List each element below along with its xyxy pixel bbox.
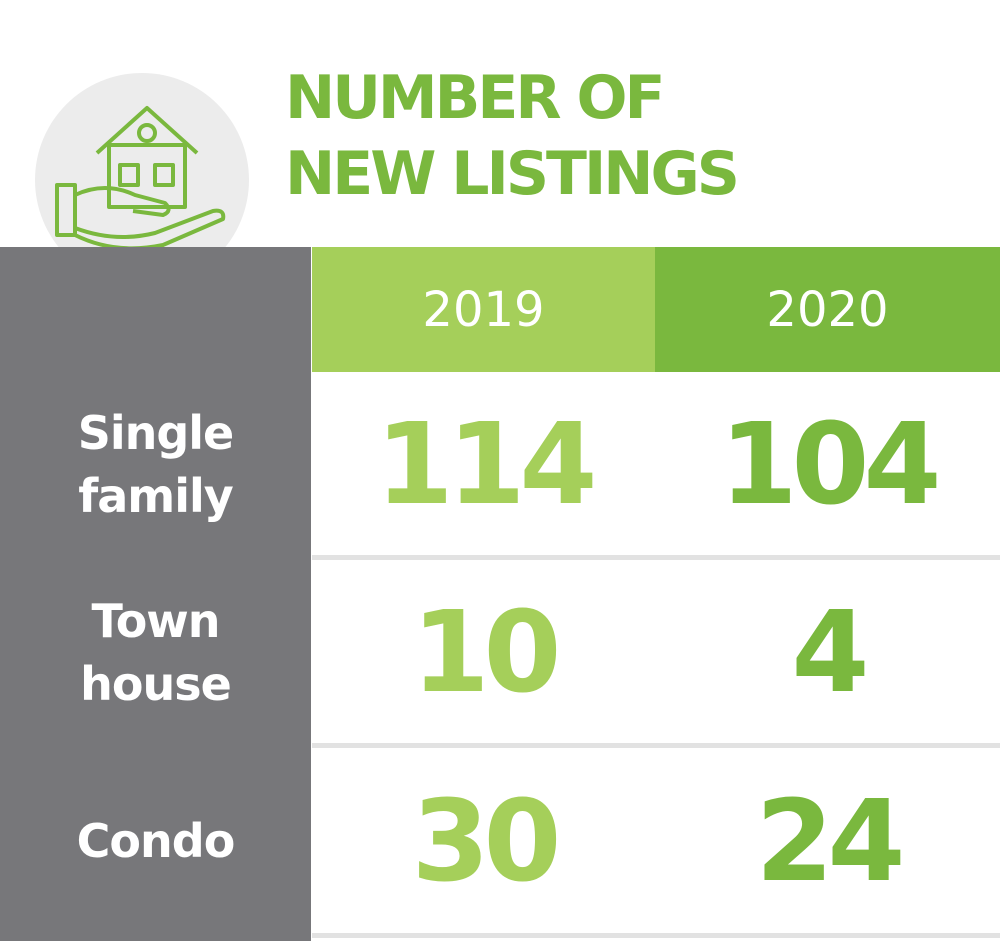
column-header: 2019: [312, 247, 655, 372]
row-separator: [312, 933, 1000, 938]
row-separator: [312, 555, 1000, 560]
row-label: Single family: [77, 406, 235, 523]
cell-value: 30: [411, 776, 562, 907]
column-header: 2020: [655, 247, 1000, 372]
cell-value: 114: [375, 399, 598, 530]
cell-value: 10: [411, 587, 562, 718]
cell-value: 24: [755, 776, 906, 907]
cell-value: 104: [719, 399, 942, 530]
title: NEW LISTINGS: [285, 139, 740, 209]
row-label: Town house: [80, 594, 232, 711]
title: NUMBER OF: [285, 63, 665, 133]
row-label: Condo: [76, 814, 236, 869]
cell-value: 4: [791, 587, 870, 718]
row-separator: [312, 743, 1000, 748]
row-header-column: [0, 247, 311, 941]
